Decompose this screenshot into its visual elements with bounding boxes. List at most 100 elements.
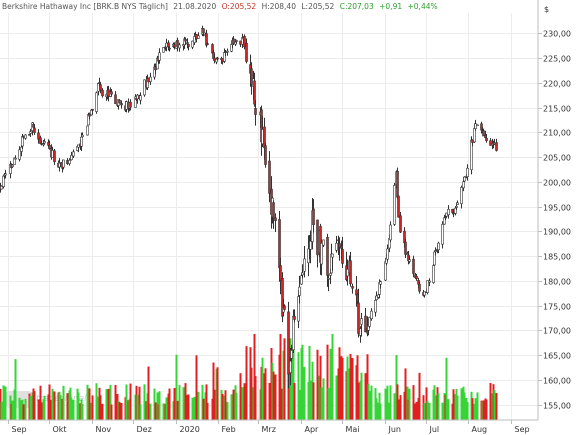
candle-down (326, 237, 329, 276)
volume-bar (37, 399, 40, 420)
volume-bar (120, 402, 123, 420)
candle-down (66, 160, 69, 164)
volume-bar (298, 389, 301, 420)
volume-bar (18, 397, 21, 420)
volume-bar (426, 401, 429, 420)
volume-bar (250, 367, 253, 420)
candle-down (147, 77, 150, 83)
candle-down (118, 99, 121, 104)
time-tick-label: Sep (12, 425, 27, 434)
volume-bar (48, 384, 51, 420)
candle-up (29, 131, 32, 134)
time-tick-label: Okt (53, 425, 67, 434)
time-tick-label: Apr (305, 425, 320, 434)
candle-up (235, 40, 238, 42)
candle-up (360, 318, 363, 325)
candle-down (114, 94, 117, 104)
volume-bar (331, 334, 334, 420)
price-tick-label: 205,00 (543, 154, 571, 163)
volume-bar (29, 395, 32, 420)
volume-bar (88, 388, 91, 420)
candle-down (120, 103, 123, 106)
volume-bar (268, 382, 271, 420)
volume-bar (476, 392, 479, 420)
volume-bar (62, 385, 65, 420)
volume-bar (53, 391, 56, 420)
volume-bar (482, 400, 485, 420)
candle-down (312, 208, 315, 226)
volume-bar (184, 383, 187, 420)
time-tick-label: Aug (472, 425, 488, 434)
volume-bar (418, 372, 421, 420)
time-tick-label: Mai (346, 425, 360, 434)
candle-down (268, 160, 271, 194)
volume-bar (312, 382, 315, 420)
volume-bar (43, 395, 46, 420)
price-tick-label: 155,00 (543, 402, 571, 411)
candle-up (70, 155, 73, 161)
candle-up (226, 50, 229, 53)
candle-up (386, 248, 389, 260)
volume-bar (360, 372, 363, 420)
candle-down (88, 114, 91, 117)
volume-bar (349, 353, 352, 420)
candle-down (397, 195, 400, 218)
volume-bar (95, 383, 98, 420)
volume-bar (107, 388, 110, 420)
volume-bar (197, 391, 200, 420)
volume-bar (109, 384, 112, 420)
volume-bar (460, 388, 463, 420)
candle-up (379, 281, 382, 285)
candle-down (168, 47, 171, 50)
candle-up (134, 96, 137, 108)
volume-bar (154, 402, 157, 420)
candle-up (426, 280, 429, 293)
candle-down (221, 58, 224, 63)
candle-down (418, 283, 421, 292)
volume-bar (447, 399, 450, 420)
candle-down (110, 91, 113, 95)
candle-down (293, 316, 296, 320)
price-tick-label: 165,00 (543, 352, 571, 361)
candle-up (375, 295, 378, 301)
candle-up (20, 146, 23, 152)
header-low: L:205,52 (301, 2, 334, 11)
candle-up (460, 187, 463, 204)
volume-bar (346, 356, 349, 420)
candle-up (466, 167, 469, 177)
volume-bar (72, 399, 75, 420)
candle-down (224, 51, 227, 53)
candle-up (4, 173, 7, 176)
volume-bar (66, 393, 69, 420)
volume-bar (493, 389, 496, 420)
volume-bar (165, 397, 168, 420)
volume-bar (272, 371, 275, 420)
volume-bar (77, 392, 80, 420)
candle-up (447, 209, 450, 215)
candle-up (393, 185, 396, 225)
volume-bar (326, 344, 329, 420)
candle-up (149, 76, 152, 82)
volume-bar (379, 403, 382, 420)
volume-bar (368, 390, 371, 420)
candle-up (197, 35, 200, 39)
price-tick-label: 175,00 (543, 303, 571, 312)
volume-bar (335, 375, 338, 420)
volume-bar (195, 355, 198, 420)
volume-bar (466, 402, 469, 420)
candle-down (349, 260, 352, 285)
candle-down (283, 305, 286, 310)
candle-down (281, 277, 284, 317)
volume-bar (489, 383, 492, 420)
volume-bar (205, 384, 208, 420)
candle-down (176, 39, 179, 48)
candle-down (99, 84, 102, 91)
time-tick-label: Feb (222, 425, 236, 434)
header-instrument: Berkshire Hathaway Inc [BRK.B NYS Täglic… (2, 2, 168, 11)
candle-down (186, 42, 189, 45)
candle-up (24, 134, 27, 139)
volume-bar (114, 384, 117, 420)
candle-up (290, 350, 293, 359)
candle-up (62, 159, 65, 168)
candle-up (301, 272, 304, 276)
